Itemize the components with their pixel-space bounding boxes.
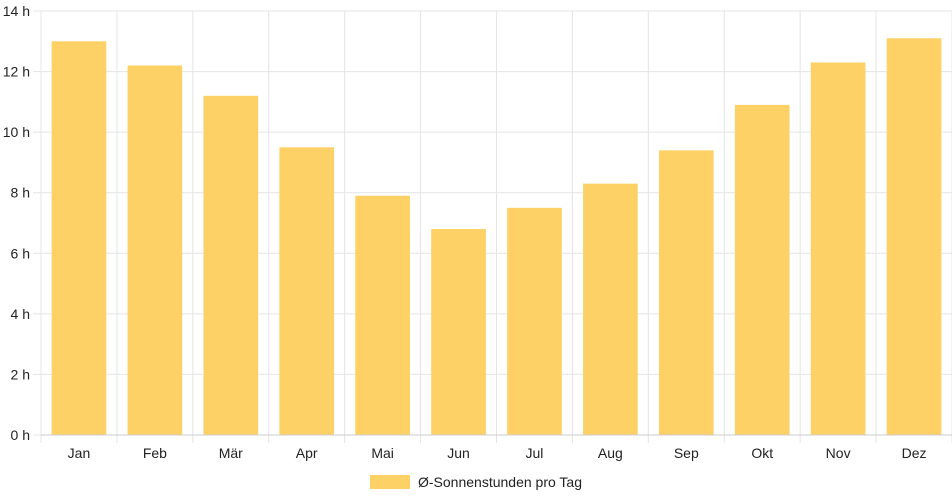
x-tick-label: Jul <box>526 445 544 461</box>
bar-sep[interactable] <box>658 150 714 436</box>
grid-lines <box>40 10 952 443</box>
x-tick-label: Mai <box>371 445 394 461</box>
y-tick-label: 4 h <box>11 306 30 322</box>
y-tick-label: 14 h <box>3 3 30 19</box>
y-tick-label: 10 h <box>3 124 30 140</box>
bar-mai[interactable] <box>355 195 410 435</box>
bar-jul[interactable] <box>507 207 562 435</box>
x-tick-label: Sep <box>674 445 699 461</box>
bars <box>51 38 942 436</box>
axes <box>33 10 952 436</box>
legend-swatch[interactable] <box>370 475 410 489</box>
y-tick-label: 2 h <box>11 366 30 382</box>
y-tick-label: 12 h <box>3 64 30 80</box>
y-tick-label: 6 h <box>11 245 30 261</box>
x-tick-label: Mär <box>219 445 243 461</box>
x-tick-label: Aug <box>598 445 623 461</box>
bar-jun[interactable] <box>431 229 486 435</box>
x-tick-label: Jan <box>68 445 91 461</box>
bar-jan[interactable] <box>51 41 107 436</box>
x-tick-label: Okt <box>751 445 773 461</box>
y-tick-label: 8 h <box>11 185 30 201</box>
bar-nov[interactable] <box>810 62 866 435</box>
bar-okt[interactable] <box>734 104 790 435</box>
bar-mär[interactable] <box>203 95 259 436</box>
x-tick-label: Feb <box>143 445 167 461</box>
y-tick-label: 0 h <box>11 427 30 443</box>
x-tick-label: Apr <box>296 445 318 461</box>
legend-label[interactable]: Ø-Sonnenstunden pro Tag <box>418 474 582 490</box>
legend[interactable]: Ø-Sonnenstunden pro Tag <box>370 474 582 490</box>
bar-feb[interactable] <box>127 65 183 435</box>
x-tick-labels: Jan Feb Mär Apr Mai Jun Jul Aug Sep Okt Nov Dez <box>68 445 927 461</box>
bar-aug[interactable] <box>583 183 638 435</box>
x-tick-label: Dez <box>902 445 927 461</box>
x-tick-label: Jun <box>447 445 470 461</box>
bar-apr[interactable] <box>279 147 335 436</box>
y-tick-labels: 0 h 2 h 4 h 6 h 8 h 10 h 12 h 14 h <box>3 3 30 443</box>
bar-dez[interactable] <box>886 38 942 435</box>
x-tick-label: Nov <box>826 445 851 461</box>
